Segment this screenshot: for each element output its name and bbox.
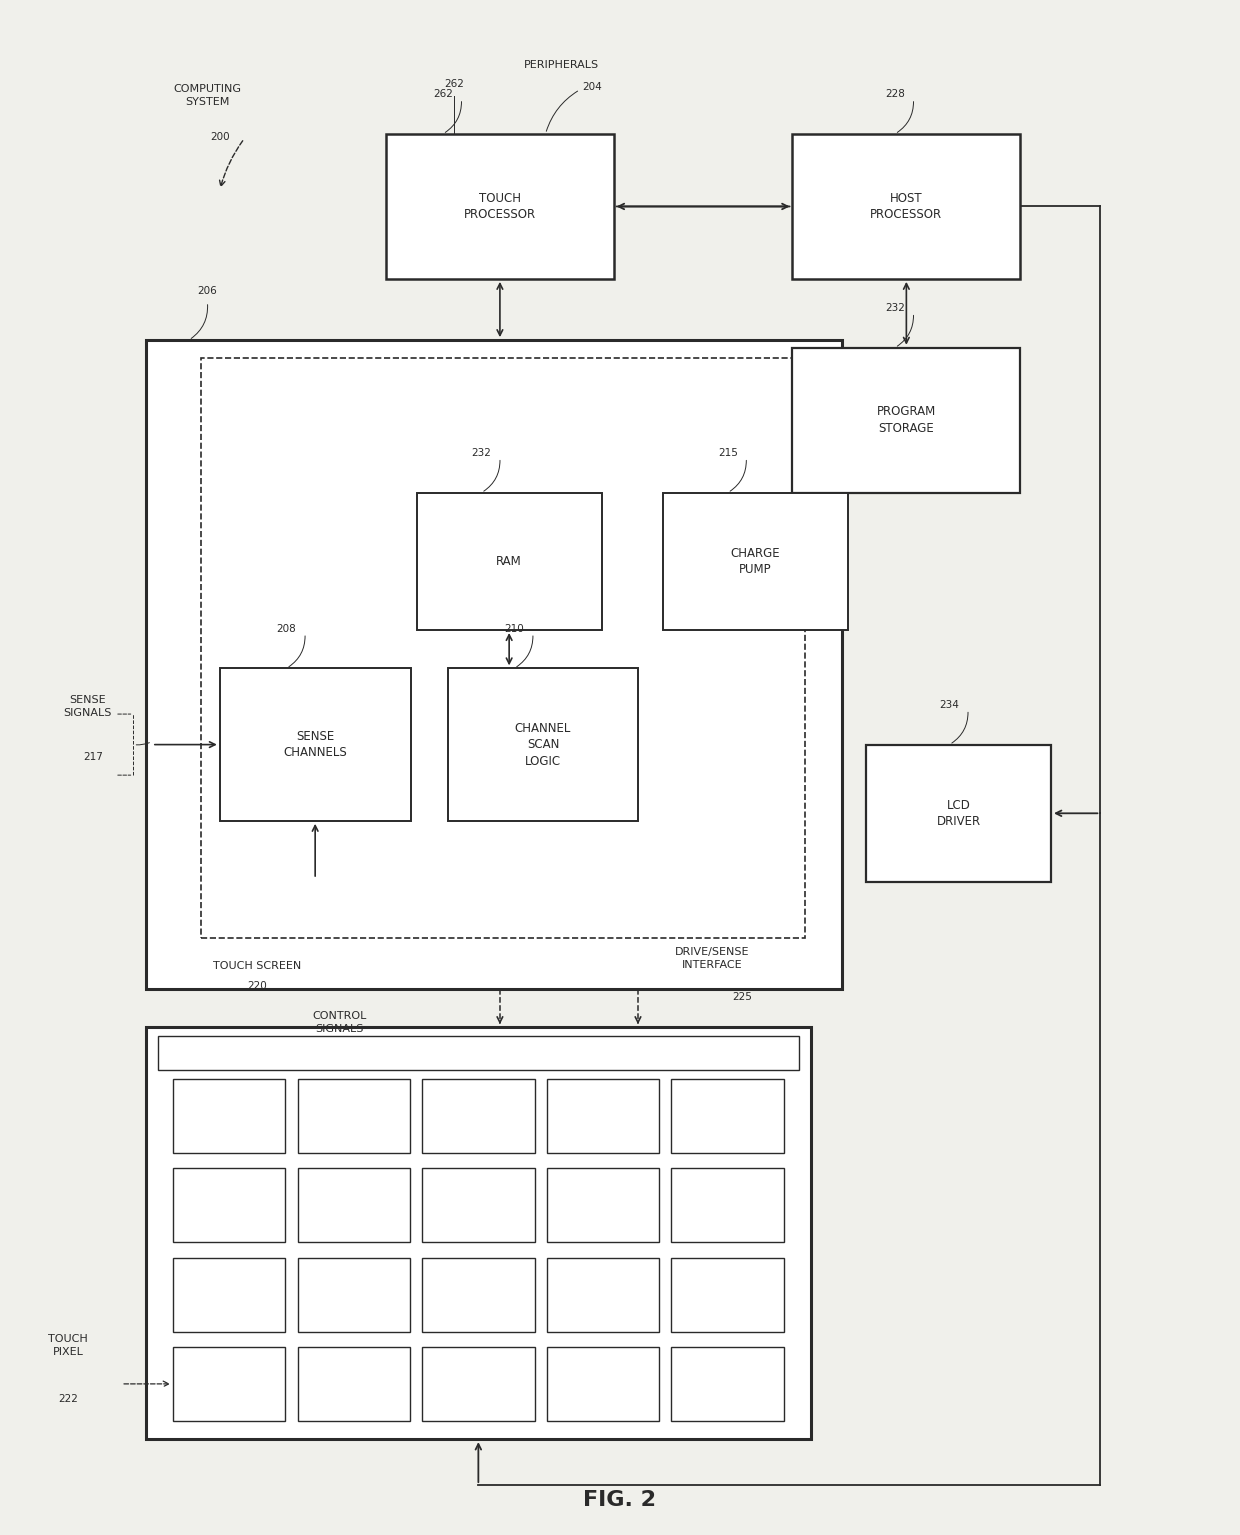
FancyBboxPatch shape bbox=[448, 668, 639, 821]
Text: COMPUTING
SYSTEM: COMPUTING SYSTEM bbox=[174, 84, 242, 107]
Text: 208: 208 bbox=[277, 623, 296, 634]
Text: PERIPHERALS: PERIPHERALS bbox=[525, 60, 599, 71]
Text: CONTROL
SIGNALS: CONTROL SIGNALS bbox=[312, 1012, 367, 1035]
FancyBboxPatch shape bbox=[298, 1346, 410, 1421]
Text: 210: 210 bbox=[505, 623, 525, 634]
FancyBboxPatch shape bbox=[792, 134, 1021, 279]
FancyBboxPatch shape bbox=[422, 1346, 534, 1421]
FancyBboxPatch shape bbox=[672, 1257, 784, 1331]
Text: DRIVE/SENSE
INTERFACE: DRIVE/SENSE INTERFACE bbox=[675, 947, 749, 970]
FancyBboxPatch shape bbox=[386, 134, 614, 279]
FancyBboxPatch shape bbox=[672, 1168, 784, 1242]
FancyBboxPatch shape bbox=[422, 1079, 534, 1153]
FancyBboxPatch shape bbox=[298, 1257, 410, 1331]
Text: 215: 215 bbox=[718, 448, 738, 457]
FancyBboxPatch shape bbox=[298, 1168, 410, 1242]
FancyBboxPatch shape bbox=[792, 347, 1021, 493]
FancyBboxPatch shape bbox=[663, 493, 848, 629]
FancyBboxPatch shape bbox=[417, 493, 601, 629]
Text: 262: 262 bbox=[433, 89, 453, 100]
Text: HOST
PROCESSOR: HOST PROCESSOR bbox=[870, 192, 942, 221]
Text: SENSE
CHANNELS: SENSE CHANNELS bbox=[283, 729, 347, 760]
FancyBboxPatch shape bbox=[547, 1257, 660, 1331]
Text: TOUCH
PROCESSOR: TOUCH PROCESSOR bbox=[464, 192, 536, 221]
FancyBboxPatch shape bbox=[146, 1027, 811, 1440]
Text: 225: 225 bbox=[733, 992, 753, 1001]
Text: CHARGE
PUMP: CHARGE PUMP bbox=[730, 546, 780, 576]
Text: RAM: RAM bbox=[496, 554, 522, 568]
Text: 217: 217 bbox=[83, 752, 103, 761]
Text: 200: 200 bbox=[210, 132, 229, 141]
FancyBboxPatch shape bbox=[672, 1346, 784, 1421]
Text: PROGRAM
STORAGE: PROGRAM STORAGE bbox=[877, 405, 936, 434]
Text: 220: 220 bbox=[247, 981, 267, 990]
Text: CHANNEL
SCAN
LOGIC: CHANNEL SCAN LOGIC bbox=[515, 721, 572, 768]
FancyBboxPatch shape bbox=[547, 1346, 660, 1421]
FancyBboxPatch shape bbox=[422, 1257, 534, 1331]
FancyBboxPatch shape bbox=[547, 1168, 660, 1242]
Text: 232: 232 bbox=[471, 448, 491, 457]
Text: FIG. 2: FIG. 2 bbox=[584, 1490, 656, 1510]
Text: TOUCH SCREEN: TOUCH SCREEN bbox=[212, 961, 301, 972]
FancyBboxPatch shape bbox=[672, 1079, 784, 1153]
Text: 262: 262 bbox=[444, 78, 464, 89]
Text: 204: 204 bbox=[583, 81, 603, 92]
FancyBboxPatch shape bbox=[547, 1079, 660, 1153]
FancyBboxPatch shape bbox=[219, 668, 410, 821]
FancyBboxPatch shape bbox=[172, 1168, 285, 1242]
Text: 232: 232 bbox=[885, 302, 905, 313]
Text: TOUCH
PIXEL: TOUCH PIXEL bbox=[48, 1334, 88, 1357]
Text: LCD
DRIVER: LCD DRIVER bbox=[936, 798, 981, 827]
FancyBboxPatch shape bbox=[201, 358, 805, 938]
FancyBboxPatch shape bbox=[172, 1257, 285, 1331]
Text: 222: 222 bbox=[58, 1394, 78, 1405]
FancyBboxPatch shape bbox=[172, 1346, 285, 1421]
FancyBboxPatch shape bbox=[146, 341, 842, 989]
FancyBboxPatch shape bbox=[422, 1168, 534, 1242]
Text: 234: 234 bbox=[940, 700, 960, 709]
FancyBboxPatch shape bbox=[867, 744, 1052, 883]
Text: 228: 228 bbox=[885, 89, 905, 100]
Text: 206: 206 bbox=[197, 286, 217, 296]
Text: SENSE
SIGNALS: SENSE SIGNALS bbox=[63, 695, 112, 718]
FancyBboxPatch shape bbox=[298, 1079, 410, 1153]
FancyBboxPatch shape bbox=[159, 1036, 799, 1070]
FancyBboxPatch shape bbox=[172, 1079, 285, 1153]
